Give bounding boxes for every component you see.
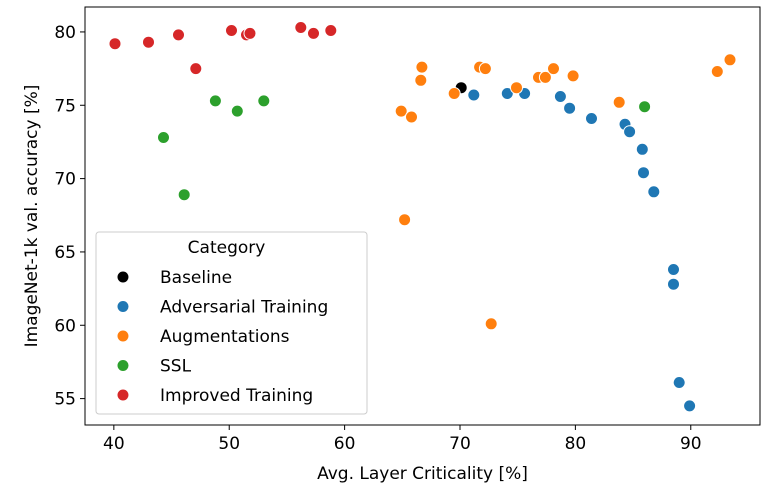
data-point xyxy=(612,95,626,109)
points-layer xyxy=(108,21,737,413)
data-point xyxy=(638,100,652,114)
data-point xyxy=(415,60,429,74)
y-tick-label: 70 xyxy=(54,170,76,190)
ticks-layer: 40 50 60 70 80 90 55 60 65 70 75 80 xyxy=(54,23,701,454)
y-tick-label: 55 xyxy=(54,390,76,410)
data-point xyxy=(547,62,560,76)
data-point xyxy=(500,87,514,100)
data-point xyxy=(414,73,428,87)
legend-label: Augmentations xyxy=(160,327,290,347)
legend-marker xyxy=(116,388,130,402)
x-tick-label: 60 xyxy=(334,434,356,454)
data-point xyxy=(257,94,271,108)
data-point xyxy=(225,24,238,37)
y-axis-label: ImageNet-1k val. accuracy [%] xyxy=(22,85,42,348)
data-point xyxy=(710,65,724,78)
data-point xyxy=(563,101,577,115)
data-point xyxy=(667,277,680,291)
legend-marker xyxy=(116,270,130,284)
data-point xyxy=(405,110,418,124)
data-point xyxy=(294,21,308,34)
data-point xyxy=(467,88,481,102)
x-tick-label: 40 xyxy=(103,434,125,454)
data-point xyxy=(447,87,461,100)
y-tick-label: 65 xyxy=(54,243,76,263)
legend-label: SSL xyxy=(160,357,192,377)
data-point xyxy=(398,213,412,227)
data-point xyxy=(585,112,598,125)
data-point xyxy=(230,104,244,118)
data-point xyxy=(553,90,567,103)
y-tick-label: 80 xyxy=(54,23,76,43)
legend-box xyxy=(95,231,368,415)
data-point xyxy=(723,53,737,67)
data-point xyxy=(672,376,686,389)
data-point xyxy=(208,94,222,108)
legend-title: Category xyxy=(188,238,266,258)
legend: Category Baseline Adversarial Training Aug… xyxy=(95,231,368,415)
x-tick-label: 70 xyxy=(449,434,471,454)
x-axis-label: Avg. Layer Criticality [%] xyxy=(317,464,528,484)
data-point xyxy=(478,62,492,76)
data-point xyxy=(623,125,637,139)
data-point xyxy=(157,131,170,144)
data-point xyxy=(307,26,320,40)
legend-label: Baseline xyxy=(160,268,232,288)
legend-marker xyxy=(116,359,130,372)
data-point xyxy=(324,24,338,37)
data-point xyxy=(189,62,203,76)
data-point xyxy=(683,399,697,413)
data-point xyxy=(538,70,552,84)
data-point xyxy=(566,69,580,83)
data-point xyxy=(667,263,680,276)
data-point xyxy=(647,185,661,199)
data-point xyxy=(142,35,155,49)
data-point xyxy=(510,81,523,95)
y-tick-label: 75 xyxy=(54,96,76,116)
y-tick-label: 60 xyxy=(54,316,76,336)
legend-marker xyxy=(116,300,130,313)
data-point xyxy=(177,188,191,202)
x-tick-label: 80 xyxy=(565,434,587,454)
data-point xyxy=(484,317,498,331)
x-tick-label: 90 xyxy=(680,434,702,454)
data-point xyxy=(108,37,122,51)
data-point xyxy=(172,28,185,42)
data-point xyxy=(243,26,257,40)
data-point xyxy=(394,104,408,118)
data-point xyxy=(635,142,649,156)
x-tick-label: 50 xyxy=(218,434,240,454)
legend-label: Improved Training xyxy=(160,386,313,406)
legend-label: Adversarial Training xyxy=(160,298,328,318)
plot-frame xyxy=(84,6,761,426)
data-point xyxy=(637,166,650,180)
legend-items: Baseline Adversarial Training Augmentation… xyxy=(116,268,328,406)
legend-marker xyxy=(116,329,130,343)
